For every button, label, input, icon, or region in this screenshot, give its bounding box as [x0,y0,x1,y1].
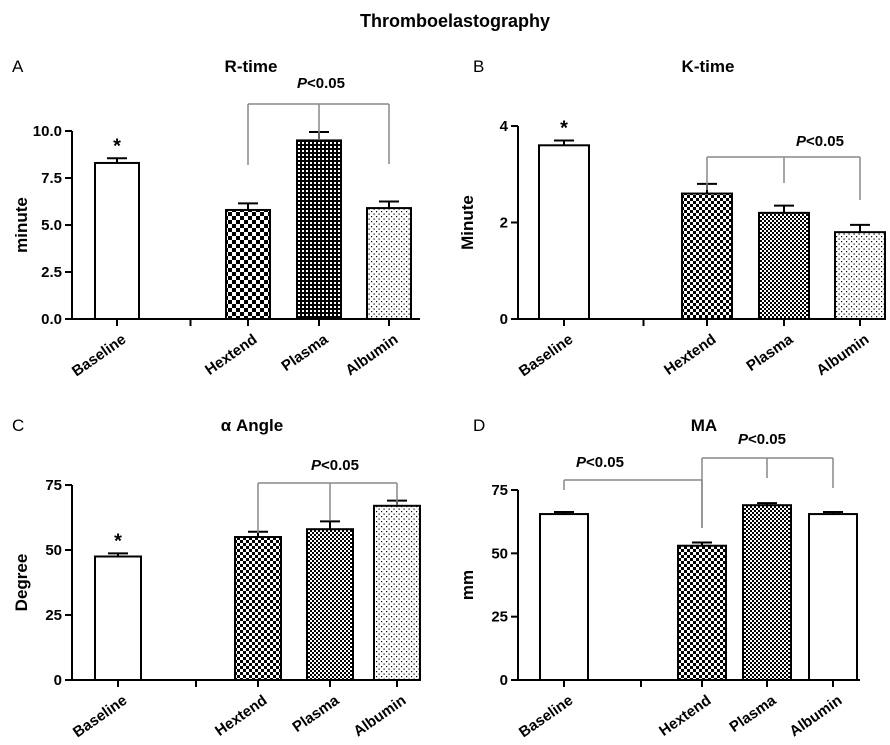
panel-title: MA [691,416,717,435]
bar-baseline [94,555,142,681]
significance-star: * [560,117,568,139]
y-tick-label: 2 [500,215,508,232]
x-tick-label-baseline: Baseline [69,331,129,380]
significance-label: P<0.05 [311,457,359,474]
chart-panel-d: D MA mm 0 25 50 75 Baseline Hextend Plasma Albumin… [458,416,860,741]
x-tick-label-hextend: Hextend [656,692,714,740]
significance-star: * [114,530,122,552]
chart-panel-b: B K-time Minute 0 2 4 Baseline * Hextend Plasma Al… [458,57,886,380]
significance-label: P<0.05 [576,454,624,471]
y-tick-label: 10.0 [33,123,62,140]
significance-star: * [113,135,121,157]
x-tick-label-albumin: Albumin [786,692,845,740]
bar-baseline [538,144,590,320]
x-tick-label-hextend: Hextend [661,331,719,379]
panel-letter: A [12,57,24,76]
panel-letter: C [12,416,24,435]
bar-baseline [539,513,589,681]
y-tick-label: 75 [491,482,508,499]
y-tick-label: 0 [500,672,508,689]
x-tick-label-plasma: Plasma [278,331,331,375]
bar-baseline [94,161,140,320]
significance-label: P<0.05 [297,75,345,92]
bar-plasma [296,139,342,320]
y-tick-label: 7.5 [41,170,62,187]
y-axis-label: Degree [12,554,31,612]
bar-albumin [834,231,886,320]
bar-plasma [742,504,792,682]
x-tick-label-albumin: Albumin [342,331,401,379]
panel-title: K-time [682,57,735,76]
panel-title: α Angle [221,416,283,435]
bar-albumin [373,504,421,681]
y-tick-label: 0 [54,672,62,689]
panel-title: R-time [225,57,278,76]
x-tick-label-plasma: Plasma [289,692,342,736]
figure-title: Thromboelastography [360,11,550,31]
y-tick-label: 2.5 [41,264,62,281]
bar-hextend [677,544,727,681]
x-tick-label-hextend: Hextend [202,331,260,379]
y-tick-label: 50 [45,542,62,559]
y-tick-label: 25 [45,607,62,624]
panel-letter: B [473,57,484,76]
x-tick-label-albumin: Albumin [350,692,409,740]
bar-hextend [234,536,282,681]
y-axis-label: Minute [458,195,477,250]
panel-letter: D [473,416,485,435]
bar-hextend [225,208,271,321]
y-tick-label: 0 [500,311,508,328]
bar-albumin [366,207,412,320]
significance-label: P<0.05 [738,431,786,448]
x-tick-label-baseline: Baseline [516,331,576,380]
x-tick-label-plasma: Plasma [726,692,779,736]
x-tick-label-hextend: Hextend [212,692,270,740]
y-tick-label: 5.0 [41,217,62,234]
y-tick-label: 50 [491,545,508,562]
y-tick-label: 0.0 [41,311,62,328]
bar-plasma [758,211,810,321]
bar-hextend [681,192,733,320]
bar-albumin [808,513,858,681]
y-tick-label: 75 [45,477,62,494]
x-tick-label-baseline: Baseline [70,692,130,741]
y-axis-label: minute [12,197,31,253]
chart-panel-a: A R-time minute 0.0 2.5 5.0 7.5 10.0 Baseline * He… [12,57,420,380]
x-tick-label-plasma: Plasma [743,331,796,375]
bar-plasma [306,528,354,682]
y-tick-label: 4 [500,118,509,135]
significance-label: P<0.05 [796,133,844,150]
x-tick-label-baseline: Baseline [516,692,576,741]
x-tick-label-albumin: Albumin [813,331,872,379]
y-axis-label: mm [458,570,477,600]
y-tick-label: 25 [491,609,508,626]
